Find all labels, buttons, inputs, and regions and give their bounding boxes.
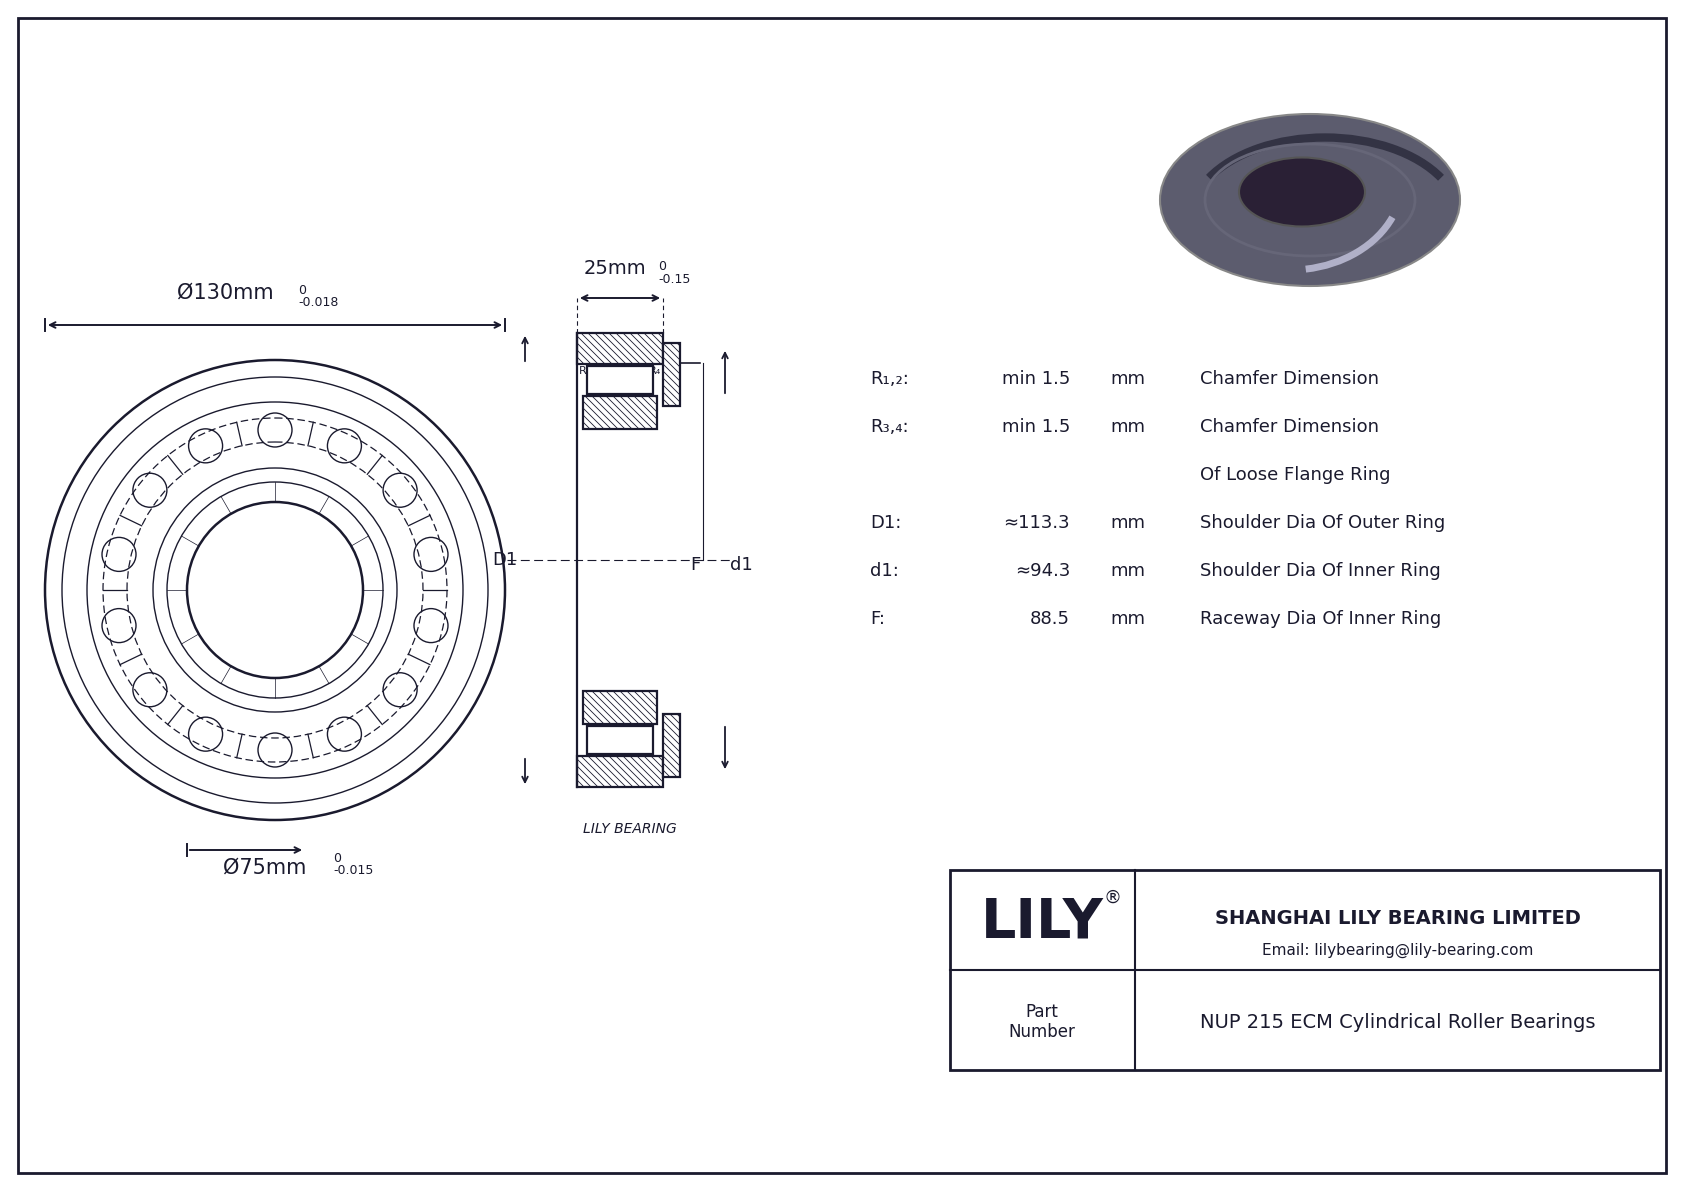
Text: LILY BEARING: LILY BEARING <box>583 822 677 836</box>
Text: mm: mm <box>1110 370 1145 388</box>
Text: 88.5: 88.5 <box>1031 610 1069 628</box>
Ellipse shape <box>1239 157 1366 226</box>
Text: Email: lilybearing@lily-bearing.com: Email: lilybearing@lily-bearing.com <box>1261 942 1532 958</box>
Text: Raceway Dia Of Inner Ring: Raceway Dia Of Inner Ring <box>1201 610 1442 628</box>
Text: Shoulder Dia Of Outer Ring: Shoulder Dia Of Outer Ring <box>1201 515 1445 532</box>
Text: 0: 0 <box>658 260 665 273</box>
Text: D1:: D1: <box>871 515 901 532</box>
Bar <box>588 366 653 394</box>
Text: 25mm: 25mm <box>584 258 647 278</box>
Text: LILY: LILY <box>980 894 1103 949</box>
Text: mm: mm <box>1110 418 1145 436</box>
Text: R₄: R₄ <box>648 366 662 376</box>
Bar <box>663 343 680 406</box>
Text: mm: mm <box>1110 610 1145 628</box>
Text: F: F <box>690 556 701 574</box>
Text: R₂: R₂ <box>579 366 591 376</box>
Text: D1: D1 <box>492 551 517 569</box>
Text: -0.15: -0.15 <box>658 273 690 286</box>
Text: ≈94.3: ≈94.3 <box>1015 562 1069 580</box>
Text: Ø75mm: Ø75mm <box>224 858 306 878</box>
Text: ≈113.3: ≈113.3 <box>1004 515 1069 532</box>
Text: mm: mm <box>1110 515 1145 532</box>
Text: Part
Number: Part Number <box>1009 1003 1076 1041</box>
Text: Chamfer Dimension: Chamfer Dimension <box>1201 370 1379 388</box>
Bar <box>950 869 1660 1070</box>
Text: -0.018: -0.018 <box>298 297 338 308</box>
Text: d1:: d1: <box>871 562 899 580</box>
Text: R₁,₂:: R₁,₂: <box>871 370 909 388</box>
Text: F:: F: <box>871 610 886 628</box>
Text: min 1.5: min 1.5 <box>1002 370 1069 388</box>
Bar <box>578 333 663 364</box>
Text: ®: ® <box>1105 888 1122 908</box>
Text: d1: d1 <box>729 556 753 574</box>
Text: Shoulder Dia Of Inner Ring: Shoulder Dia Of Inner Ring <box>1201 562 1442 580</box>
Bar <box>588 727 653 754</box>
Text: mm: mm <box>1110 562 1145 580</box>
Text: NUP 215 ECM Cylindrical Roller Bearings: NUP 215 ECM Cylindrical Roller Bearings <box>1199 1012 1595 1031</box>
Text: R₃: R₃ <box>648 353 662 362</box>
Text: Of Loose Flange Ring: Of Loose Flange Ring <box>1201 466 1391 484</box>
Text: min 1.5: min 1.5 <box>1002 418 1069 436</box>
Text: Chamfer Dimension: Chamfer Dimension <box>1201 418 1379 436</box>
Ellipse shape <box>1160 114 1460 286</box>
Bar <box>583 395 657 429</box>
Text: R₁: R₁ <box>579 353 591 362</box>
Text: Ø130mm: Ø130mm <box>177 283 273 303</box>
Text: R₁: R₁ <box>648 335 662 345</box>
Bar <box>578 756 663 787</box>
Text: R₂: R₂ <box>579 335 591 345</box>
Bar <box>663 713 680 777</box>
Text: 0: 0 <box>333 852 340 865</box>
Text: -0.015: -0.015 <box>333 863 374 877</box>
Bar <box>583 691 657 724</box>
Text: SHANGHAI LILY BEARING LIMITED: SHANGHAI LILY BEARING LIMITED <box>1214 909 1581 928</box>
Text: 0: 0 <box>298 283 306 297</box>
Text: R₃,₄:: R₃,₄: <box>871 418 909 436</box>
